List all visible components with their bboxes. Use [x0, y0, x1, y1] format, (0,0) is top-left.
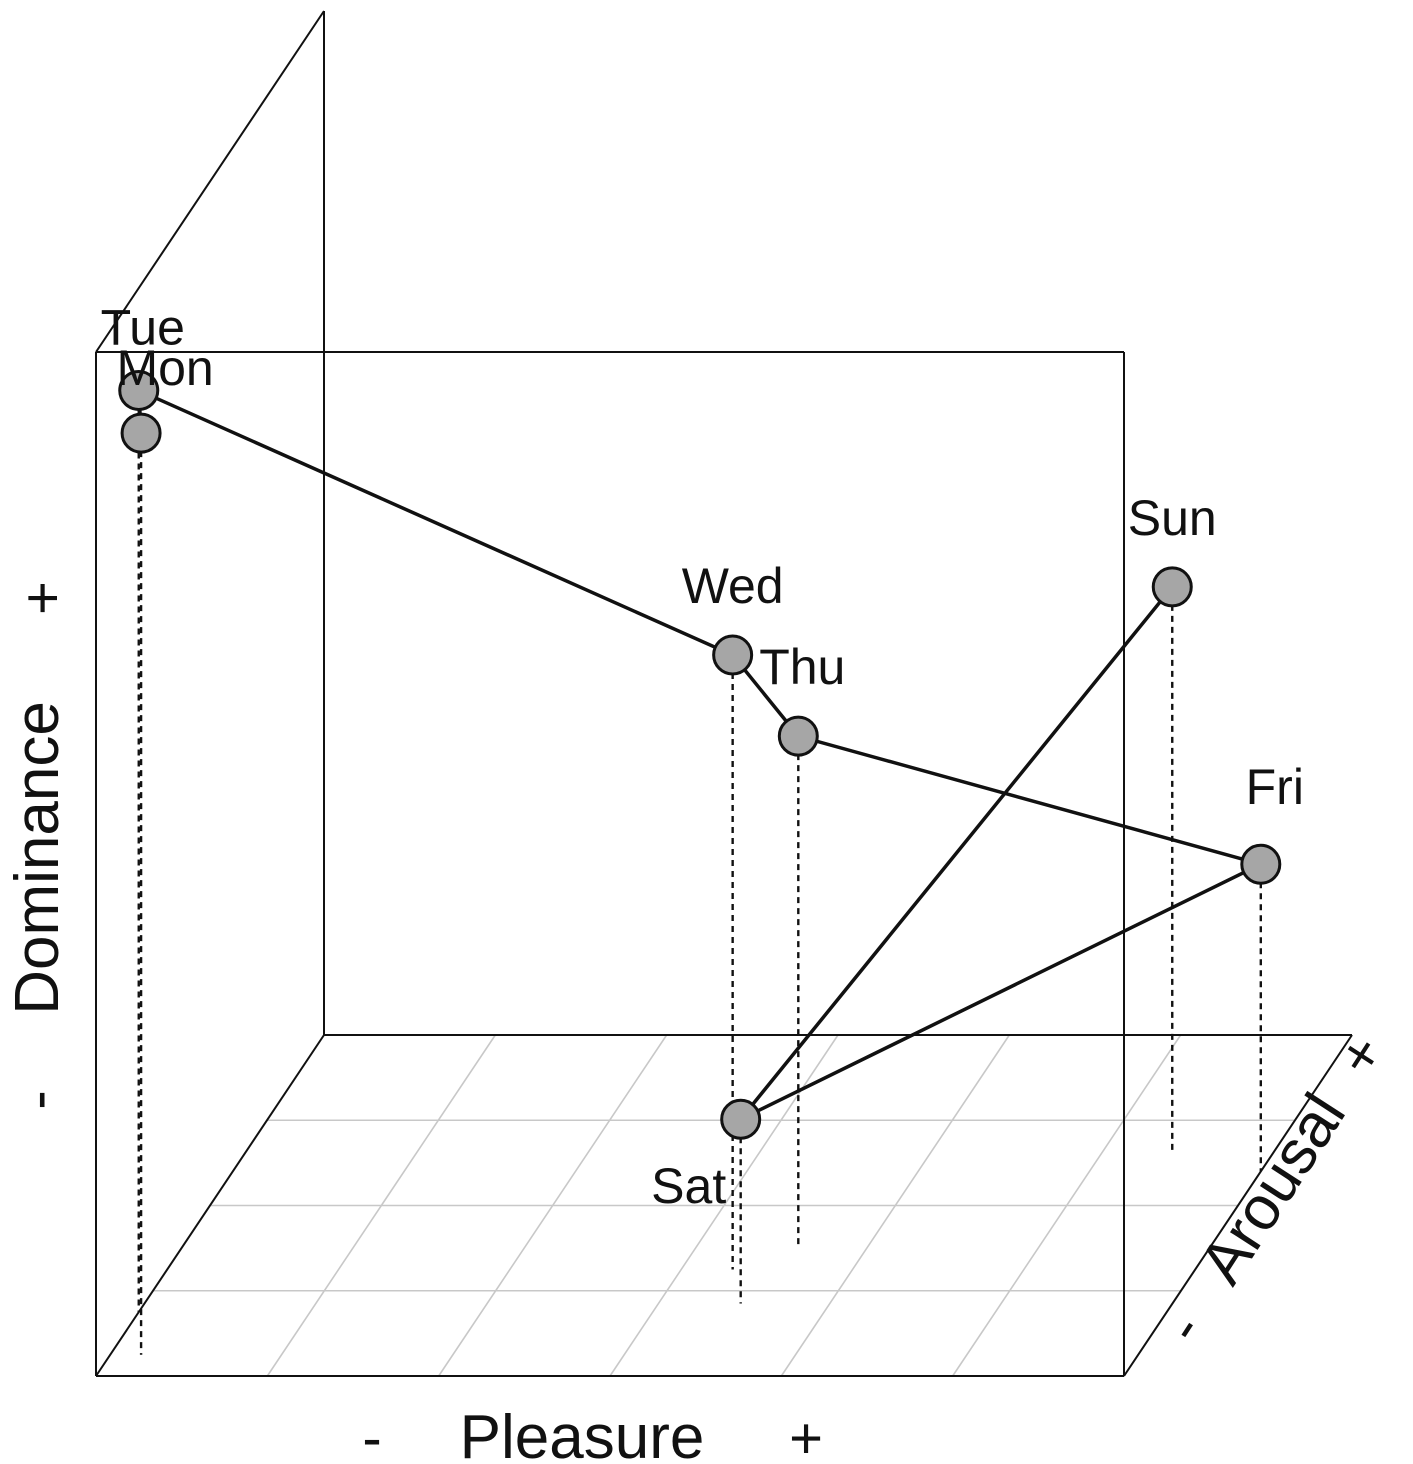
frame-edge: [1123, 1034, 1353, 1377]
point-tue: [118, 369, 160, 411]
point-fri: [1240, 843, 1282, 885]
box-frame: [95, 10, 1353, 1377]
pleasure-axis: - Pleasure +: [362, 1403, 823, 1464]
floor-grid: [153, 1034, 1295, 1377]
dominance-axis: + Dominance -: [3, 581, 75, 1110]
pleasure-plus-sign: +: [789, 1406, 823, 1464]
label-sun: Sun: [1128, 490, 1217, 546]
point-thu: [777, 715, 819, 757]
arousal-axis: - Arousal +: [1151, 1023, 1397, 1354]
series-path: [136, 387, 1266, 1121]
drop-lines: [137, 408, 1263, 1355]
arousal-minus-sign: -: [1151, 1302, 1216, 1354]
label-tue: Tue: [101, 299, 185, 355]
point-sat: [720, 1098, 762, 1140]
arousal-plus-sign: +: [1324, 1023, 1397, 1087]
frame-edge: [95, 1034, 325, 1377]
point-mon: [120, 412, 162, 454]
arousal-axis-title: Arousal: [1187, 1082, 1359, 1296]
data-points: [118, 369, 1282, 1140]
label-fri: Fri: [1246, 759, 1304, 815]
pleasure-axis-title: Pleasure: [460, 1403, 705, 1464]
dominance-axis-title: Dominance: [3, 701, 72, 1015]
point-sun: [1151, 566, 1193, 608]
dominance-plus-sign: +: [10, 581, 75, 615]
dominance-minus-sign: -: [6, 1090, 71, 1109]
point-wed: [712, 634, 754, 676]
series-polyline: [136, 387, 1266, 1121]
label-thu: Thu: [759, 639, 845, 695]
pleasure-minus-sign: -: [362, 1406, 381, 1464]
frame-edge: [95, 10, 325, 353]
label-wed: Wed: [682, 558, 784, 614]
label-sat: Sat: [651, 1158, 726, 1214]
label-mon: Mon: [116, 340, 213, 396]
